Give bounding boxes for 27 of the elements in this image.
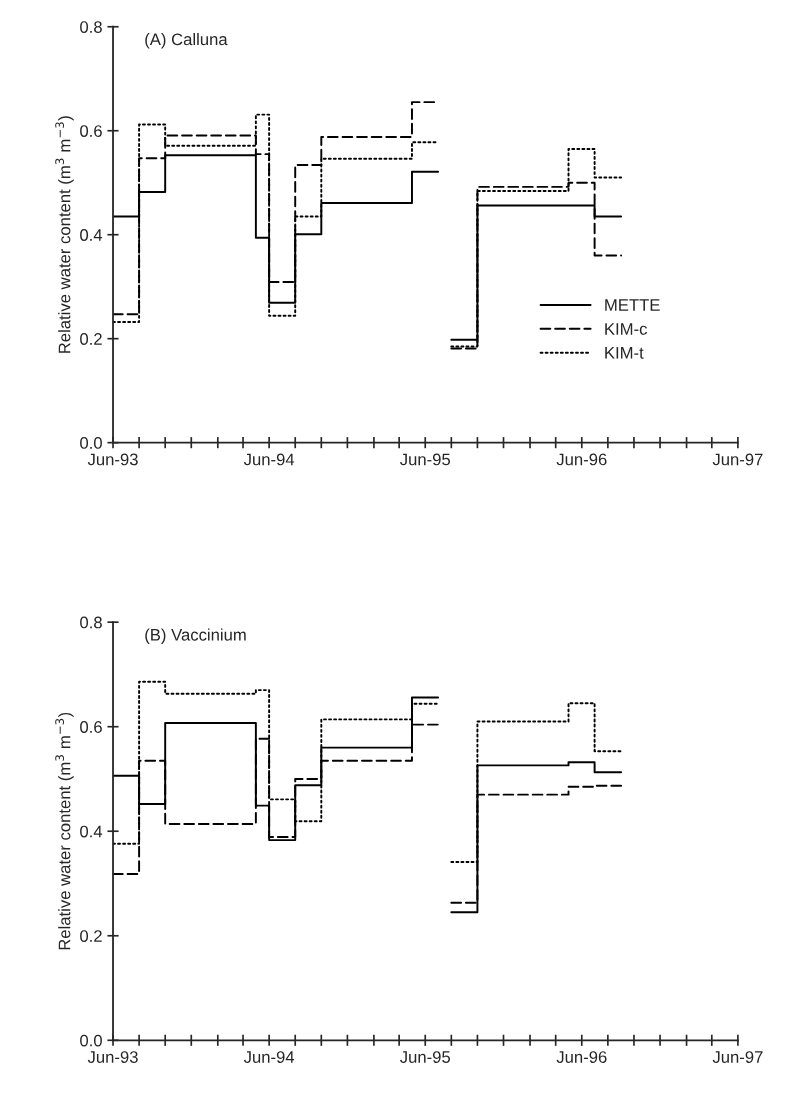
y-tick-label: 0.4 <box>80 825 103 838</box>
y-tick-label: 0.8 <box>80 21 102 33</box>
y-tick-label: 0.8 <box>80 616 102 629</box>
x-tick-label: Jun-93 <box>87 453 138 466</box>
legend-label: METTE <box>605 299 660 311</box>
legend-label: KIM-t <box>605 347 644 359</box>
y-tick-label: 0.6 <box>80 721 102 733</box>
x-tick-label: Jun-94 <box>243 1051 295 1063</box>
x-tick-label: Jun-96 <box>556 1051 607 1063</box>
x-tick-label: Jun-97 <box>712 1051 763 1063</box>
x-tick-label: Jun-96 <box>556 453 607 466</box>
y-tick-label: 0.4 <box>80 229 103 241</box>
x-tick-label: Jun-95 <box>400 1051 451 1063</box>
x-tick-label: Jun-95 <box>400 453 451 466</box>
x-tick-label: Jun-93 <box>87 1051 138 1063</box>
chart-title: (B) Vaccinium <box>145 628 246 644</box>
y-axis-title: Relative water content (m$^{3}$ m$^{−3}$) <box>55 116 74 353</box>
x-tick-label: Jun-94 <box>243 453 295 466</box>
x-tick-label: Jun-97 <box>712 453 763 466</box>
y-tick-label: 0.6 <box>80 125 102 137</box>
y-tick-label: 0.2 <box>80 930 102 942</box>
y-tick-label: 0.2 <box>80 333 102 345</box>
y-tick-label: 0.0 <box>80 437 102 449</box>
y-tick-label: 0.0 <box>80 1034 102 1047</box>
chart-title: (A) Calluna <box>145 33 228 49</box>
legend-label: KIM-c <box>605 323 647 335</box>
y-axis-title: Relative water content (m$^{3}$ m$^{−3}$) <box>55 712 74 950</box>
